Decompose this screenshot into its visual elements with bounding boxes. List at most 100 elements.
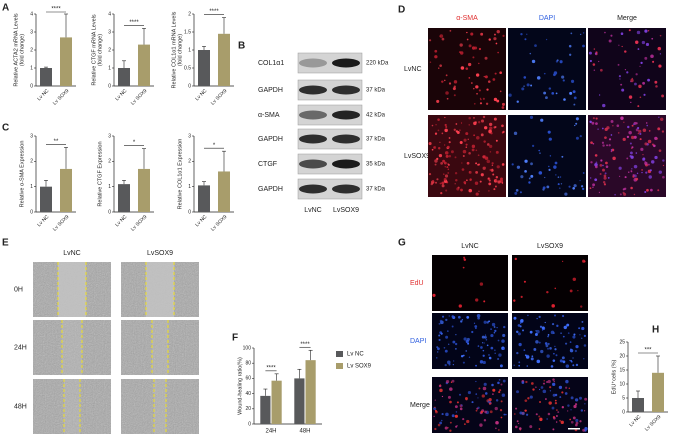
cell	[439, 319, 443, 323]
cell	[521, 87, 525, 91]
cell	[628, 130, 632, 135]
cell	[462, 354, 465, 357]
group-label: LvSOX9	[147, 250, 173, 257]
cell	[564, 192, 568, 196]
cell	[561, 314, 565, 318]
cell	[457, 315, 461, 319]
cell	[602, 164, 604, 167]
cell	[526, 365, 529, 367]
cell	[573, 103, 576, 106]
blot-protein: GAPDH	[258, 87, 283, 94]
cell	[502, 333, 506, 338]
cell	[437, 129, 440, 132]
cell	[523, 349, 526, 352]
group-label: LvNC	[404, 66, 422, 73]
cell	[569, 91, 573, 95]
cell	[445, 379, 450, 384]
cell	[446, 330, 449, 332]
wound-gap	[58, 262, 86, 317]
cell	[602, 168, 605, 172]
cell	[513, 131, 518, 136]
blot-band	[299, 110, 327, 120]
cell	[494, 126, 497, 128]
y-tick-label: 3	[108, 133, 111, 139]
x-tick-label: Lv NC	[36, 88, 50, 102]
cell	[499, 71, 502, 75]
cell	[538, 171, 543, 175]
bar	[118, 184, 130, 212]
cell	[650, 188, 653, 192]
cell	[559, 419, 561, 422]
cell	[458, 304, 462, 308]
cell	[447, 168, 450, 171]
cell	[487, 177, 490, 180]
bar	[60, 37, 72, 86]
cell	[502, 130, 505, 134]
cell	[517, 324, 521, 327]
cell	[482, 354, 485, 357]
cell	[489, 410, 493, 414]
cell	[554, 393, 558, 397]
cell	[598, 191, 601, 194]
cell	[488, 320, 491, 323]
cell	[444, 144, 446, 146]
cell	[462, 361, 465, 364]
cell	[598, 60, 600, 63]
cell	[480, 410, 484, 414]
cell	[439, 388, 443, 393]
x-tick-label: Lv NC	[194, 88, 208, 102]
y-tick-label: 4	[30, 11, 33, 17]
cell	[580, 305, 583, 308]
y-tick-label: 0.5	[184, 65, 191, 71]
cell	[429, 39, 432, 42]
cell	[488, 122, 493, 127]
cell	[642, 128, 647, 133]
cell	[569, 53, 572, 56]
cell	[575, 122, 578, 125]
cell	[438, 67, 440, 69]
cell	[470, 32, 474, 36]
cell	[493, 188, 496, 191]
cell	[467, 138, 469, 140]
cell	[546, 354, 550, 358]
cell	[646, 124, 649, 127]
cell	[468, 170, 472, 174]
cell	[553, 73, 556, 77]
cell	[428, 173, 432, 176]
cell	[540, 118, 544, 122]
cell	[439, 331, 443, 334]
cell	[513, 364, 515, 366]
cell	[516, 351, 519, 355]
cell	[644, 29, 648, 33]
cell	[456, 131, 460, 134]
cell	[441, 181, 445, 185]
cell	[475, 73, 480, 77]
cell	[488, 182, 492, 186]
cell	[605, 161, 608, 165]
cell	[655, 85, 658, 88]
cell	[579, 396, 582, 400]
cell	[531, 144, 535, 147]
cell	[460, 355, 464, 358]
cell	[486, 143, 490, 146]
cell	[561, 260, 564, 262]
cell	[570, 359, 572, 362]
cell	[555, 421, 558, 423]
cell	[495, 139, 498, 142]
cell	[460, 66, 465, 70]
wound-texture	[121, 379, 199, 434]
cell	[480, 133, 484, 137]
cell	[545, 96, 548, 100]
cell	[570, 79, 575, 83]
time-label: 48H	[14, 403, 27, 410]
cell	[445, 125, 448, 128]
cell	[468, 44, 472, 48]
cell	[574, 124, 576, 127]
cell	[530, 174, 534, 178]
y-tick-label: 1	[188, 47, 191, 53]
cell	[489, 168, 492, 172]
cell	[493, 117, 497, 121]
cell	[465, 179, 468, 182]
cell	[520, 319, 524, 323]
significance-label: *	[133, 140, 136, 146]
